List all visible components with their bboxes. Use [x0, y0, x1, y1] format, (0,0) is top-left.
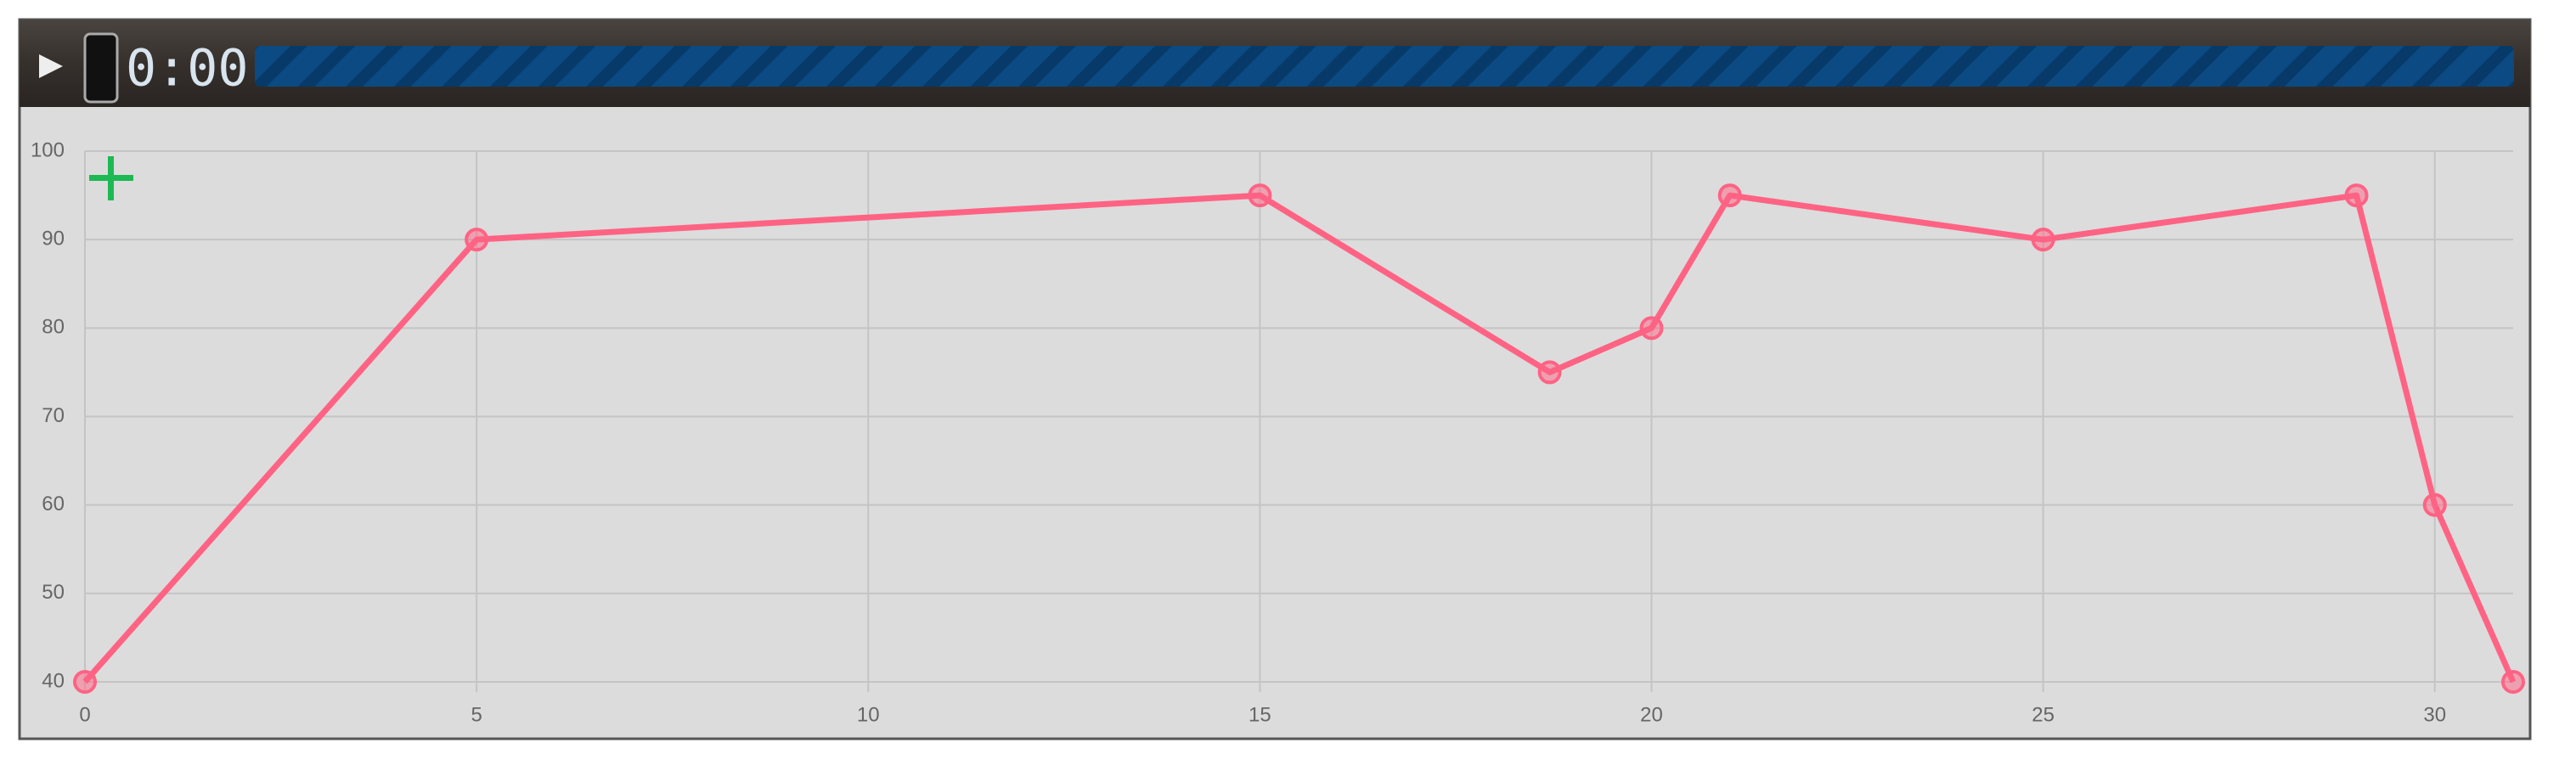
x-tick-label: 25 — [2032, 703, 2055, 726]
data-point — [2344, 183, 2369, 208]
data-line — [82, 192, 2517, 684]
y-tick-label: 80 — [42, 316, 65, 339]
y-tick-label: 60 — [42, 493, 65, 515]
data-point — [1248, 183, 1272, 208]
x-tick-label: 20 — [1640, 703, 1663, 726]
x-tick-label: 10 — [857, 703, 880, 726]
play-button[interactable] — [39, 54, 63, 78]
data-point — [2031, 228, 2055, 252]
x-tick-label: 30 — [2423, 703, 2446, 726]
data-point — [1639, 316, 1664, 341]
data-point — [2501, 670, 2525, 694]
y-tick-label: 40 — [42, 669, 65, 692]
x-tick-label: 0 — [79, 703, 90, 726]
x-tick-label: 5 — [471, 703, 482, 726]
x-tick-label: 15 — [1249, 703, 1271, 726]
time-display: 0:00 — [126, 39, 249, 99]
y-tick-label: 100 — [31, 138, 65, 161]
frame — [18, 18, 2532, 740]
y-tick-label: 70 — [42, 404, 65, 427]
chart: 40 50 60 70 80 90 100 0 5 10 15 20 25 30 — [31, 138, 2525, 726]
data-point — [2422, 493, 2447, 517]
add-button[interactable] — [89, 156, 133, 200]
data-point — [465, 228, 489, 252]
data-point — [1537, 360, 1562, 385]
data-point — [1717, 183, 1742, 208]
progress-bar[interactable] — [255, 46, 2514, 87]
data-point — [73, 670, 97, 694]
y-tick-label: 50 — [42, 581, 65, 604]
y-tick-label: 90 — [42, 228, 65, 251]
slider-thumb[interactable] — [83, 32, 119, 104]
